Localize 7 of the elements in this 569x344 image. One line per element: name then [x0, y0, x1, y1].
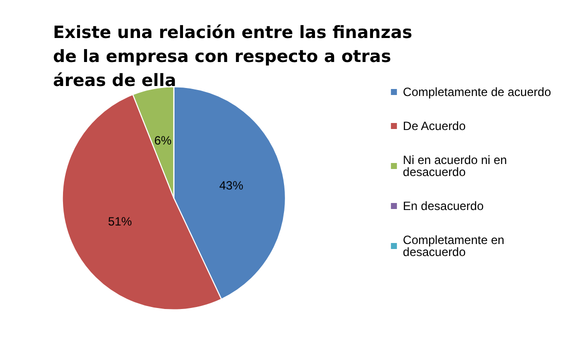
- legend-label: En desacuerdo: [402, 199, 484, 213]
- legend-label: Completamente en desacuerdo: [402, 233, 508, 259]
- data-label: 6%: [154, 134, 172, 148]
- data-label: 43%: [219, 178, 244, 192]
- legend-label: Ni en acuerdo ni en desacuerdo: [402, 153, 510, 179]
- data-label: 51%: [108, 214, 132, 229]
- legend-label: De Acuerdo: [402, 119, 466, 133]
